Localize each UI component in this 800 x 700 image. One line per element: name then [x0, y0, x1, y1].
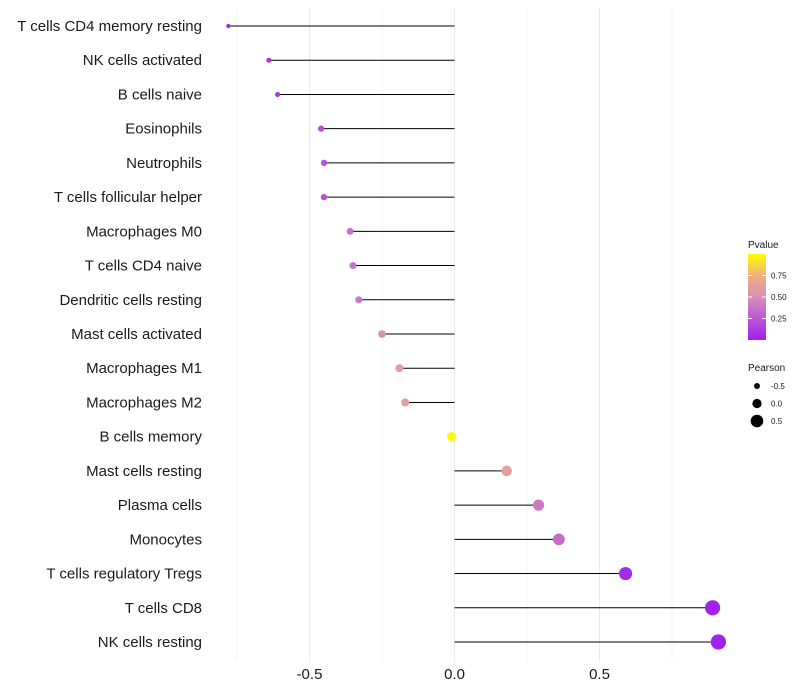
size-legend-label-1: 0.0 — [771, 400, 783, 409]
dot-9 — [378, 330, 386, 338]
dot-7 — [349, 262, 357, 270]
size-legend-dot-0 — [754, 383, 760, 389]
size-legend-dot-2 — [750, 414, 764, 428]
y-label-15: Monocytes — [129, 531, 202, 548]
lollipop-stems — [228, 25, 719, 643]
dot-13 — [501, 465, 512, 477]
y-label-7: T cells CD4 naive — [85, 258, 202, 275]
y-label-9: Mast cells activated — [71, 326, 202, 343]
y-label-10: Macrophages M1 — [86, 360, 202, 377]
pvalue-legend-title: Pvalue — [748, 240, 779, 251]
x-axis-ticks: -0.5 0.0 0.5 — [297, 666, 610, 683]
dot-5 — [320, 193, 328, 201]
y-label-17: T cells CD8 — [125, 600, 202, 617]
y-label-5: T cells follicular helper — [54, 189, 202, 206]
y-label-2: B cells naive — [118, 86, 202, 103]
dot-14 — [533, 499, 545, 511]
pvalue-legend: Pvalue 0.25 0.50 0.75 — [748, 240, 787, 340]
y-label-0: T cells CD4 memory resting — [17, 18, 202, 35]
y-label-8: Dendritic cells resting — [59, 292, 202, 309]
dot-15 — [553, 533, 565, 546]
colorbar-label-0: 0.25 — [771, 315, 787, 324]
grid-lines — [236, 8, 673, 662]
dot-10 — [395, 364, 404, 373]
y-label-3: Eosinophils — [125, 121, 202, 138]
dot-0 — [226, 23, 231, 29]
dot-11 — [401, 398, 410, 407]
y-label-1: NK cells activated — [83, 52, 202, 69]
y-label-4: Neutrophils — [126, 155, 202, 172]
x-tick-label-1: 0.0 — [444, 666, 465, 683]
y-axis-labels: T cells CD4 memory resting NK cells activ… — [17, 18, 202, 651]
dot-12 — [446, 432, 457, 442]
y-label-6: Macrophages M0 — [86, 223, 202, 240]
y-label-16: T cells regulatory Tregs — [46, 566, 202, 583]
dot-16 — [619, 566, 633, 581]
dot-8 — [355, 296, 363, 304]
dot-3 — [317, 125, 325, 132]
y-label-14: Plasma cells — [118, 497, 202, 514]
dot-17 — [705, 600, 721, 616]
size-legend-dot-1 — [752, 398, 762, 409]
pvalue-colorbar — [748, 254, 766, 340]
x-tick-label-2: 0.5 — [589, 666, 610, 683]
dot-2 — [274, 91, 281, 98]
pearson-legend-title: Pearson — [748, 363, 785, 374]
lollipop-dots — [226, 23, 727, 650]
y-label-13: Mast cells resting — [86, 463, 202, 480]
colorbar-label-1: 0.50 — [771, 293, 787, 302]
y-label-12: B cells memory — [99, 429, 202, 446]
colorbar-label-2: 0.75 — [771, 272, 787, 281]
dot-18 — [710, 634, 727, 650]
y-label-18: NK cells resting — [98, 634, 202, 651]
dot-6 — [346, 227, 354, 235]
dot-4 — [320, 159, 328, 167]
y-label-11: Macrophages M2 — [86, 394, 202, 411]
pearson-legend: Pearson -0.5 0.0 0.5 — [748, 363, 785, 428]
size-legend-label-2: 0.5 — [771, 417, 783, 426]
dot-1 — [266, 57, 272, 63]
x-tick-label-0: -0.5 — [297, 666, 323, 683]
size-legend-label-0: -0.5 — [771, 382, 785, 391]
